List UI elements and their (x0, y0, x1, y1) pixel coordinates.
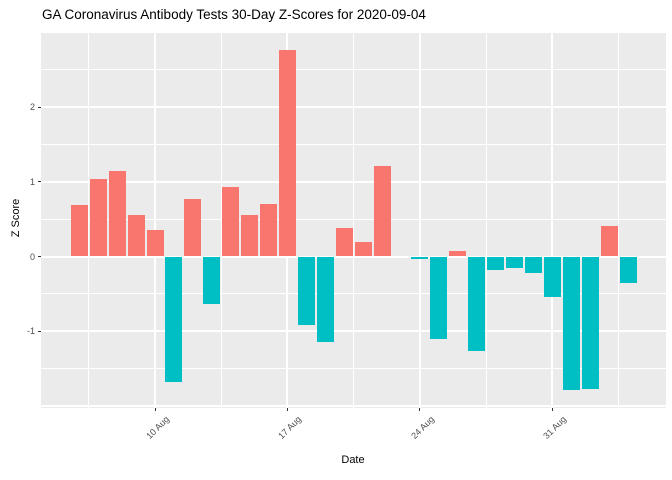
chart-title: GA Coronavirus Antibody Tests 30-Day Z-S… (42, 7, 426, 22)
y-tick-mark (38, 106, 41, 108)
bar-2020-08-14 (222, 187, 240, 257)
major-gridline-h (41, 330, 666, 333)
major-gridline-h (41, 106, 666, 109)
bar-2020-08-31 (543, 256, 561, 297)
x-tick-label: 24 Aug (409, 414, 436, 441)
bar-2020-08-19 (316, 256, 334, 343)
bar-2020-09-01 (562, 256, 580, 391)
y-tick-label: 2 (29, 102, 35, 113)
x-tick-mark (286, 408, 288, 411)
bar-2020-08-11 (165, 256, 183, 382)
bar-2020-08-25 (430, 256, 448, 340)
major-gridline-h (41, 255, 666, 258)
major-gridline-h (41, 31, 666, 34)
major-gridline-h (41, 180, 666, 183)
minor-gridline-v (88, 31, 90, 408)
bar-2020-08-20 (335, 228, 353, 257)
y-axis-title: Z Score (10, 198, 22, 238)
x-tick-label: 17 Aug (276, 414, 304, 441)
bar-2020-08-10 (146, 229, 164, 257)
minor-gridline-v (618, 31, 620, 408)
y-tick-label: -1 (26, 326, 35, 337)
minor-gridline-v (353, 31, 355, 408)
bar-2020-08-21 (354, 241, 372, 257)
chart-panel (41, 31, 666, 408)
y-tick-mark (38, 181, 41, 183)
major-gridline-v (154, 31, 156, 408)
x-tick-mark (419, 408, 421, 411)
bar-2020-08-16 (260, 204, 278, 257)
bar-2020-08-12 (184, 198, 202, 257)
major-gridline-v (551, 31, 554, 408)
bar-2020-08-07 (89, 178, 107, 257)
y-tick-label: 1 (29, 176, 35, 187)
x-tick-mark (551, 408, 553, 411)
bar-2020-08-22 (373, 166, 391, 257)
x-tick-label: 31 Aug (541, 414, 569, 441)
bar-2020-08-17 (278, 49, 296, 257)
y-tick-mark (38, 256, 41, 257)
bar-2020-08-06 (70, 204, 88, 257)
bar-2020-08-09 (127, 214, 145, 257)
bar-2020-08-15 (241, 214, 259, 257)
bar-2020-08-26 (449, 250, 467, 257)
bar-2020-08-27 (468, 256, 486, 352)
bar-2020-09-04 (619, 256, 637, 283)
minor-gridline-v (485, 31, 487, 408)
x-axis-title: Date (341, 454, 365, 466)
minor-gridline-v (220, 31, 222, 408)
bar-2020-08-24 (411, 256, 429, 260)
bar-2020-08-30 (524, 256, 542, 273)
bar-2020-08-18 (297, 256, 315, 326)
y-tick-mark (38, 330, 41, 332)
major-gridline-v (418, 31, 421, 408)
y-tick-label: 0 (29, 251, 35, 262)
major-gridline-h (41, 404, 666, 407)
x-tick-mark (154, 408, 156, 411)
bar-2020-09-02 (581, 256, 599, 389)
bar-2020-09-03 (600, 225, 618, 257)
x-tick-label: 10 Aug (144, 414, 172, 441)
bar-2020-08-13 (203, 256, 221, 304)
bar-2020-08-28 (487, 256, 505, 270)
bar-2020-08-08 (108, 171, 126, 257)
bar-2020-08-29 (505, 256, 523, 269)
